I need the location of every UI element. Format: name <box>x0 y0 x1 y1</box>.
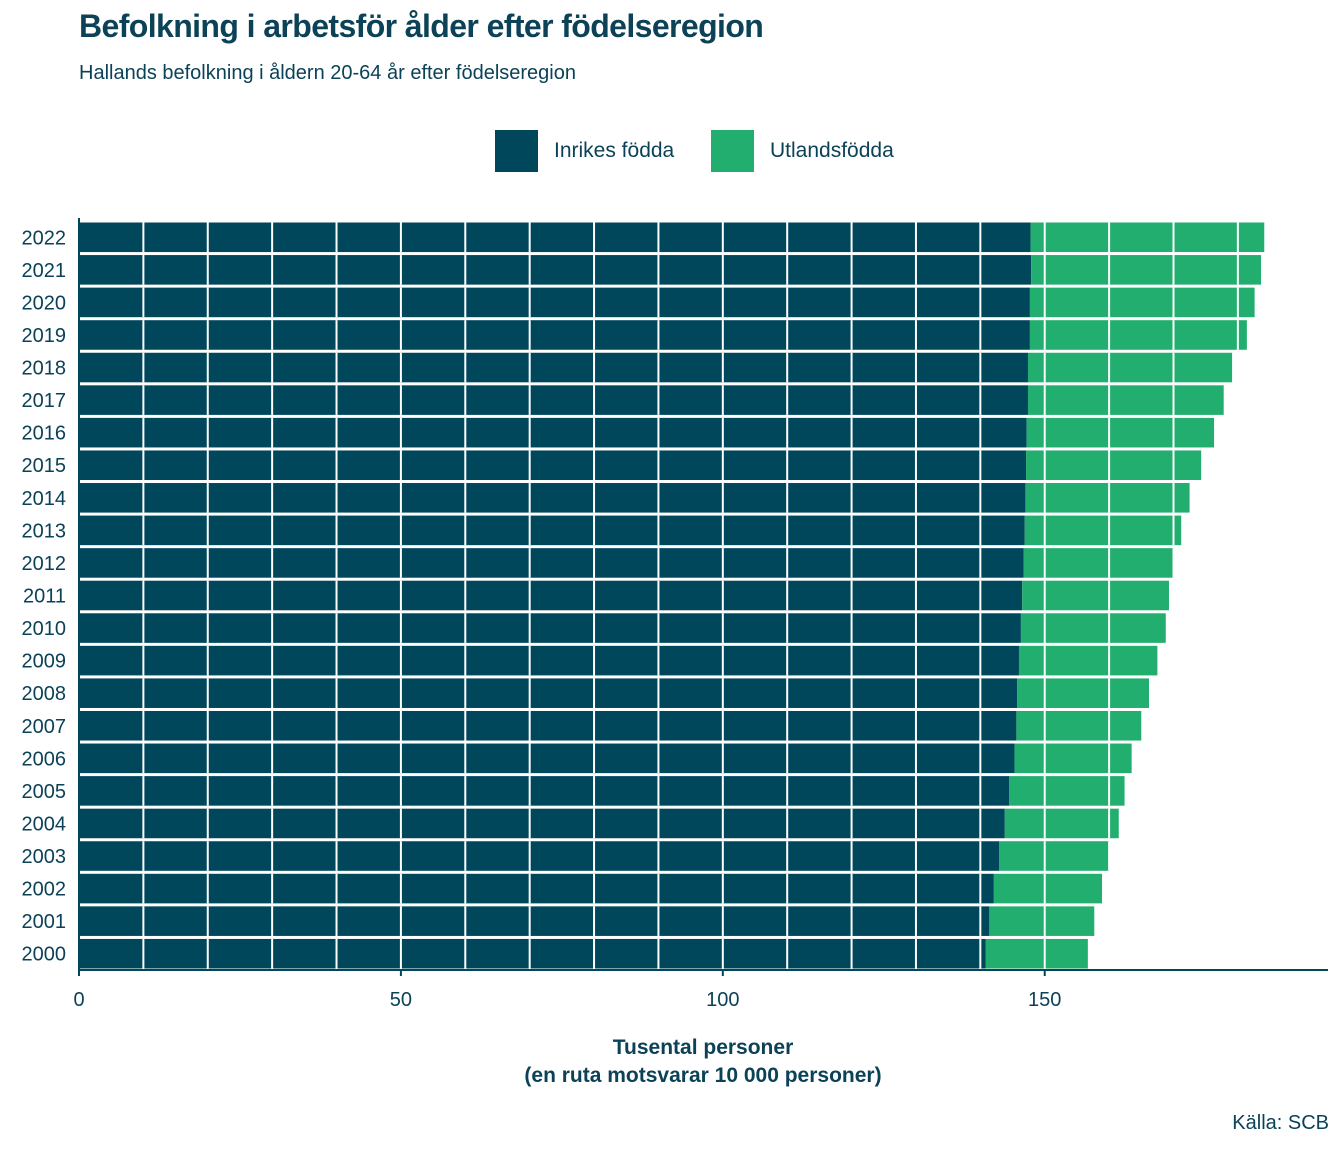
bar-utlandsfodda-2006 <box>1014 743 1132 774</box>
bar-utlandsfodda-2014 <box>1025 483 1190 513</box>
y-tick-label-2001: 2001 <box>22 911 67 933</box>
bar-inrikes-2016 <box>79 417 1027 448</box>
bar-utlandsfodda-2012 <box>1023 548 1175 578</box>
y-tick-label-2012: 2012 <box>22 553 67 575</box>
x-axis-title-line2: (en ruta motsvarar 10 000 personer) <box>524 1064 882 1087</box>
bar-inrikes-2002 <box>79 873 994 904</box>
y-tick-label-2022: 2022 <box>22 227 67 249</box>
y-tick-label-2013: 2013 <box>22 520 67 542</box>
legend-item-utlandsfodda: Utlandsfödda <box>711 130 894 172</box>
legend-label-utlandsfodda: Utlandsfödda <box>770 139 894 162</box>
bar-utlandsfodda-2002 <box>993 873 1103 904</box>
bar-utlandsfodda-2005 <box>1009 776 1125 806</box>
y-tick-label-2003: 2003 <box>22 846 67 868</box>
y-tick-label-2014: 2014 <box>22 488 67 510</box>
bar-utlandsfodda-2016 <box>1026 417 1215 448</box>
bar-utlandsfodda-2003 <box>999 841 1110 871</box>
bar-inrikes-2003 <box>79 841 1000 871</box>
chart-title: Befolkning i arbetsför ålder efter födel… <box>79 8 764 44</box>
y-tick-label-2000: 2000 <box>22 944 67 966</box>
bar-inrikes-2020 <box>79 287 1030 318</box>
y-tick-label-2009: 2009 <box>22 651 67 673</box>
y-tick-label-2015: 2015 <box>22 455 67 477</box>
y-tick-label-2020: 2020 <box>22 292 67 314</box>
bar-inrikes-2019 <box>79 320 1030 350</box>
bar-utlandsfodda-2004 <box>1004 808 1119 839</box>
bar-utlandsfodda-2013 <box>1024 515 1182 546</box>
bar-utlandsfodda-2015 <box>1026 450 1202 481</box>
legend: Inrikes födda Utlandsfödda <box>0 130 1344 172</box>
chart-subtitle: Hallands befolkning i åldern 20-64 år ef… <box>79 62 576 84</box>
bar-utlandsfodda-2007 <box>1016 710 1142 741</box>
bar-inrikes-2013 <box>79 515 1025 546</box>
bar-utlandsfodda-2011 <box>1022 580 1169 611</box>
bar-inrikes-2017 <box>79 385 1028 415</box>
legend-swatch-utlandsfodda <box>711 130 754 172</box>
source-note: Källa: SCB <box>1232 1112 1329 1134</box>
x-tick-label-100: 100 <box>706 989 739 1011</box>
y-tick-label-2006: 2006 <box>22 748 67 770</box>
y-tick-label-2004: 2004 <box>22 813 67 835</box>
x-tick-label-50: 50 <box>390 989 412 1011</box>
bar-inrikes-2021 <box>79 255 1032 285</box>
y-tick-label-2011: 2011 <box>23 586 66 608</box>
x-axis-title: Tusental personer (en ruta motsvarar 10 … <box>380 1034 1026 1090</box>
y-tick-label-2008: 2008 <box>22 683 67 705</box>
bar-inrikes-2000 <box>79 938 986 969</box>
y-tick-label-2017: 2017 <box>22 390 67 412</box>
bar-utlandsfodda-2019 <box>1029 320 1247 350</box>
bar-inrikes-2001 <box>79 906 990 936</box>
bar-utlandsfodda-2001 <box>989 906 1095 936</box>
legend-item-inrikes: Inrikes födda <box>495 130 674 172</box>
legend-swatch-inrikes <box>495 130 538 172</box>
bar-inrikes-2005 <box>79 776 1010 806</box>
bar-utlandsfodda-2009 <box>1018 645 1158 676</box>
x-tick-label-150: 150 <box>1028 989 1061 1011</box>
bar-utlandsfodda-2017 <box>1027 385 1224 415</box>
bar-inrikes-2018 <box>79 352 1028 383</box>
bar-utlandsfodda-2022 <box>1030 222 1265 253</box>
y-tick-label-2007: 2007 <box>22 716 67 738</box>
bar-inrikes-2010 <box>79 613 1021 643</box>
x-axis-title-line1: Tusental personer <box>612 1036 794 1059</box>
bar-inrikes-2015 <box>79 450 1027 481</box>
y-tick-label-2010: 2010 <box>22 618 67 640</box>
legend-label-inrikes: Inrikes födda <box>554 139 675 162</box>
bar-utlandsfodda-2008 <box>1017 678 1150 708</box>
bar-utlandsfodda-2021 <box>1031 255 1262 285</box>
bar-inrikes-2011 <box>79 580 1023 611</box>
bar-inrikes-2006 <box>79 743 1015 774</box>
bar-inrikes-2022 <box>79 222 1031 253</box>
y-tick-label-2005: 2005 <box>22 781 67 803</box>
y-tick-label-2018: 2018 <box>22 358 67 380</box>
bar-inrikes-2012 <box>79 548 1024 578</box>
y-tick-label-2002: 2002 <box>22 879 67 901</box>
bar-inrikes-2004 <box>79 808 1005 839</box>
y-tick-label-2016: 2016 <box>22 423 67 445</box>
bar-inrikes-2009 <box>79 645 1019 676</box>
bar-inrikes-2008 <box>79 678 1018 708</box>
x-tick-label-0: 0 <box>73 989 84 1011</box>
bar-utlandsfodda-2000 <box>985 938 1088 969</box>
bar-utlandsfodda-2010 <box>1020 613 1166 643</box>
bar-inrikes-2014 <box>79 483 1026 513</box>
bar-inrikes-2007 <box>79 710 1017 741</box>
y-tick-label-2021: 2021 <box>22 260 67 282</box>
bar-utlandsfodda-2020 <box>1029 287 1255 318</box>
bar-utlandsfodda-2018 <box>1027 352 1233 383</box>
y-tick-label-2019: 2019 <box>22 325 67 347</box>
